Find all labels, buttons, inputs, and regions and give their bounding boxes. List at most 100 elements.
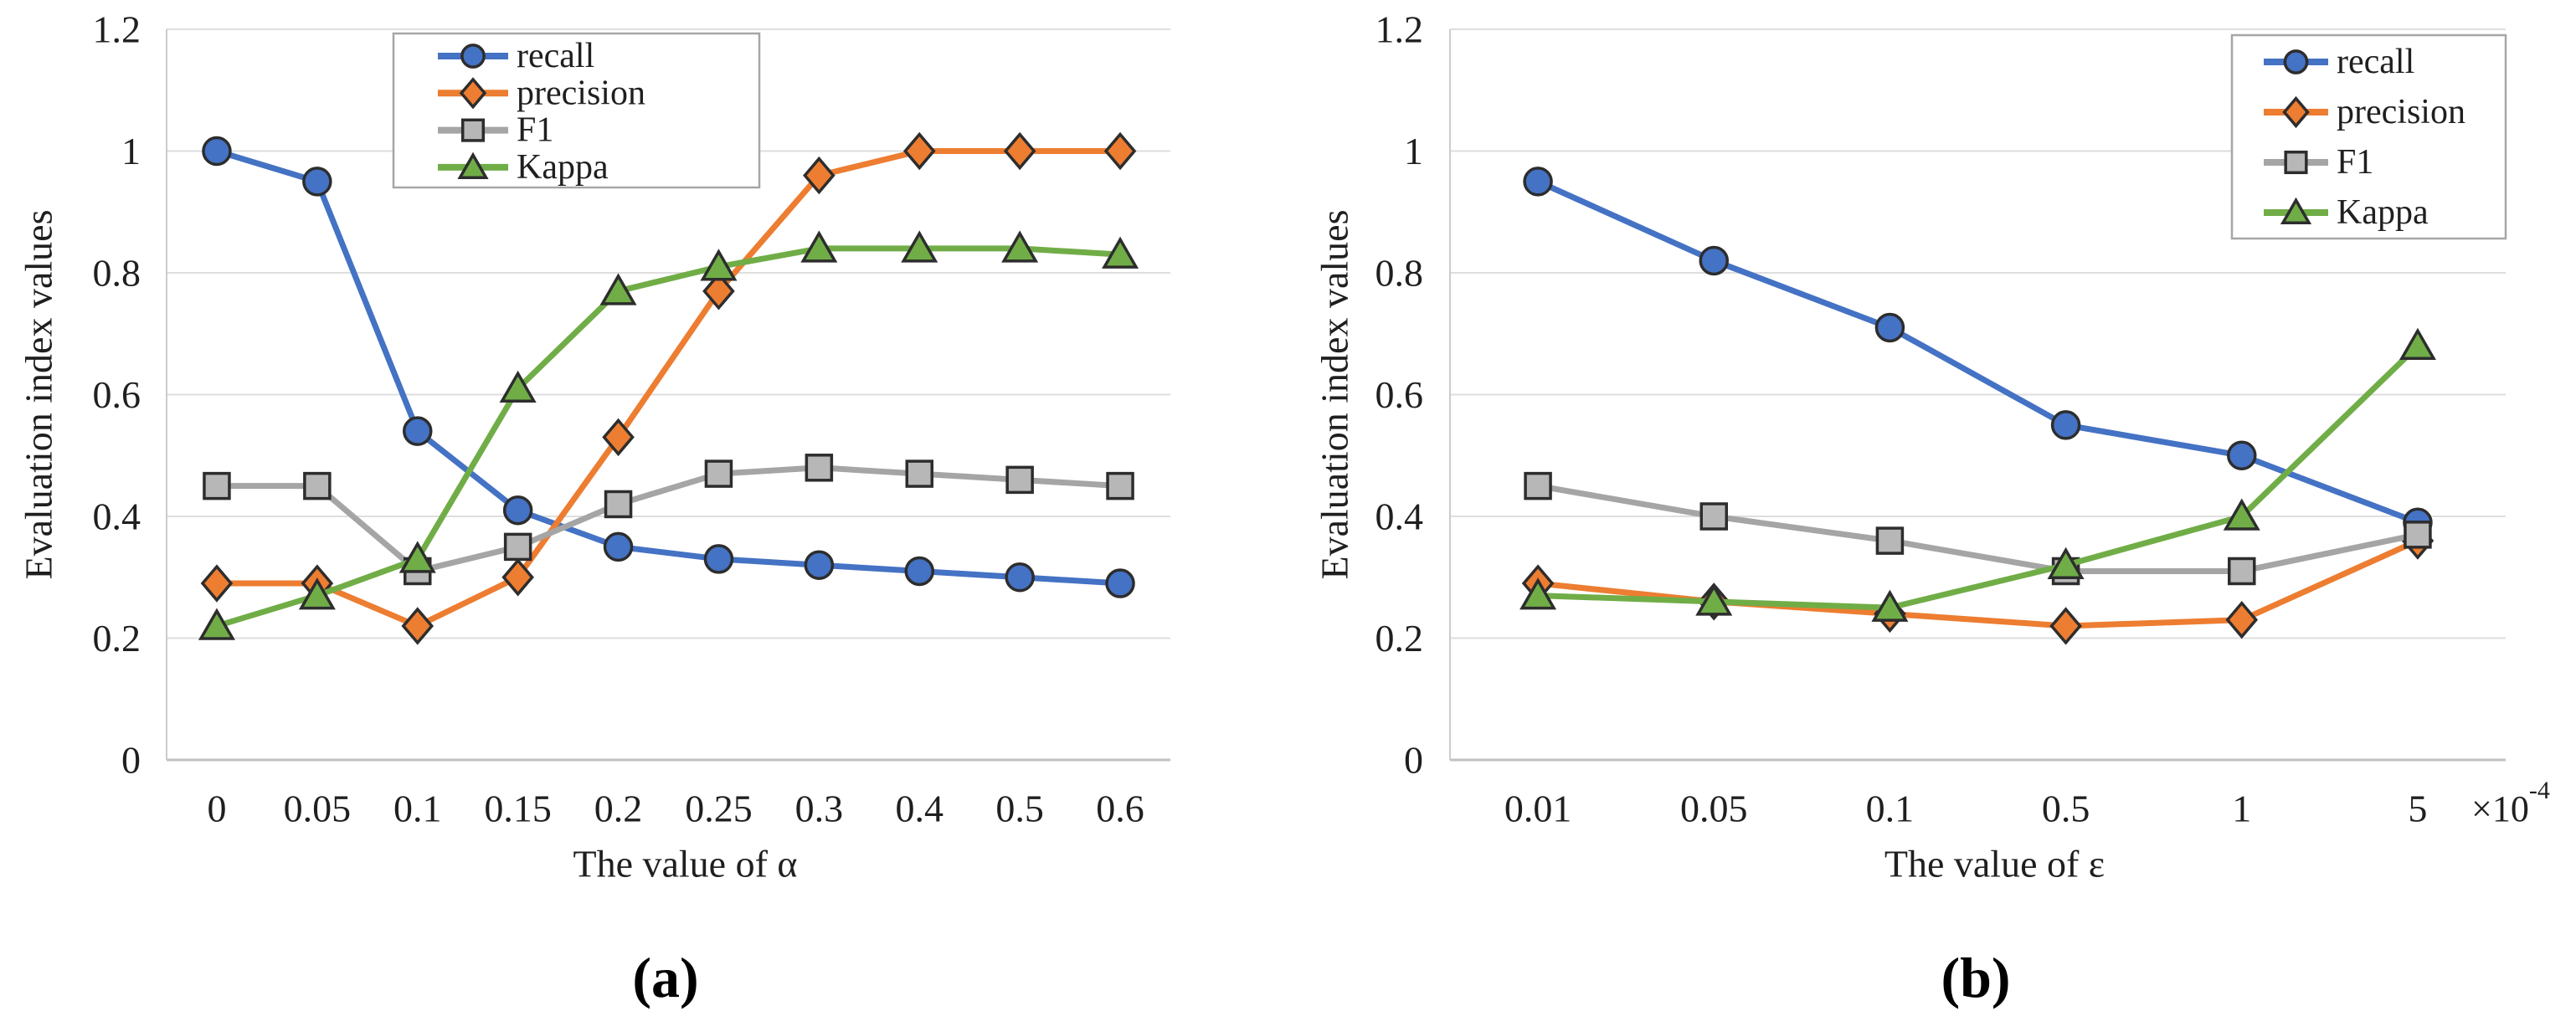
legend-label: precision	[517, 74, 645, 112]
legend-triangle-icon	[457, 151, 489, 179]
legend-label: F1	[2337, 143, 2373, 182]
x-tick-label: 0.5	[2042, 788, 2090, 830]
y-tick-label: 0	[1404, 739, 1423, 782]
series-marker-recall-5	[703, 544, 734, 574]
x-axis-title: The value of ε	[1884, 843, 2105, 885]
series-marker-kappa-5	[2399, 327, 2436, 361]
series-marker-f1-3	[503, 532, 532, 562]
x-tick-label: 0.15	[484, 788, 552, 830]
series-marker-f1-5	[704, 459, 733, 488]
series-marker-kappa-7	[901, 230, 938, 263]
series-marker-precision-4	[602, 418, 635, 457]
y-tick-label: 0.6	[1375, 373, 1424, 416]
x-tick-label: 0.4	[896, 788, 944, 830]
series-marker-f1-8	[1005, 465, 1034, 495]
series-marker-precision-0	[200, 564, 234, 603]
x-axis-title: The value of α	[573, 843, 797, 885]
y-tick-label: 0.8	[93, 252, 141, 295]
series-marker-kappa-3	[499, 370, 537, 403]
series-marker-kappa-2	[1871, 589, 1909, 622]
y-axis-title: Evaluation index values	[18, 210, 60, 580]
legend-square-icon	[460, 118, 486, 142]
series-line-precision	[216, 148, 1121, 629]
legend-label: recall	[2337, 43, 2414, 81]
series-marker-precision-6	[803, 156, 836, 195]
series-marker-recall-8	[1005, 562, 1035, 593]
series-marker-f1-1	[303, 471, 332, 500]
series-marker-f1-5	[2404, 521, 2432, 549]
x-axis-multiplier: ×10-4	[2471, 777, 2550, 829]
series-line-kappa	[1537, 343, 2420, 611]
series-marker-recall-2	[1874, 312, 1905, 343]
series-marker-recall-6	[804, 550, 835, 580]
y-tick-label: 1.2	[1375, 8, 1424, 51]
series-marker-kappa-2	[398, 541, 436, 573]
series-marker-recall-0	[202, 136, 232, 167]
series-marker-precision-2	[401, 607, 434, 645]
x-tick-label: 0.3	[795, 788, 844, 830]
series-marker-kappa-9	[1102, 236, 1139, 269]
x-tick-label: 0.2	[594, 788, 643, 830]
series-marker-recall-1	[302, 167, 332, 197]
series-marker-f1-7	[905, 459, 933, 488]
y-tick-label: 1.2	[93, 8, 141, 51]
legend-label: precision	[2337, 93, 2465, 131]
y-tick-label: 0	[121, 739, 141, 782]
y-tick-label: 0.8	[1375, 252, 1424, 295]
series-marker-recall-0	[1523, 167, 1553, 197]
series-marker-recall-4	[603, 531, 634, 562]
series-marker-kappa-1	[298, 577, 336, 610]
series-marker-f1-4	[604, 490, 633, 519]
x-tick-label: 0.01	[1504, 788, 1572, 830]
legend-label: Kappa	[517, 148, 609, 187]
x-tick-label: 0.1	[393, 788, 442, 830]
series-marker-f1-4	[2228, 557, 2256, 586]
x-tick-label: 1	[2232, 788, 2251, 830]
chart-b-line-plot: 0 0.2 0.4 0.6 0.8 1 1.2 0.01 0.05 0.1 0.5 1 5 ×10-4 Th…	[1314, 8, 2550, 1010]
subfigure-caption: (b)	[1941, 946, 2010, 1009]
series-marker-precision-4	[2225, 600, 2259, 639]
y-tick-label: 0.2	[93, 617, 141, 659]
y-tick-label: 0.2	[1375, 617, 1424, 659]
legend-circle-icon	[2283, 49, 2309, 74]
series-marker-f1-2	[1875, 526, 1905, 555]
x-tick-label: 0.6	[1096, 788, 1144, 830]
series-line-f1	[1537, 483, 2419, 574]
y-tick-label: 1	[121, 130, 141, 172]
y-tick-label: 0.6	[93, 373, 141, 416]
series-line-kappa	[215, 245, 1121, 629]
series-marker-kappa-5	[700, 249, 738, 281]
series-marker-recall-4	[2227, 440, 2257, 470]
series-marker-kappa-4	[2223, 498, 2260, 531]
y-tick-label: 0.4	[1375, 495, 1424, 538]
series-marker-recall-1	[1699, 245, 1729, 276]
series-marker-kappa-4	[599, 273, 637, 305]
y-tick-label: 0.4	[93, 495, 141, 538]
legend-triangle-icon	[2280, 197, 2312, 225]
series-marker-precision-3	[501, 558, 534, 597]
series-marker-precision-5	[702, 272, 735, 310]
x-tick-label: 0	[207, 788, 226, 830]
x-tick-label: 0.05	[284, 788, 352, 830]
legend-square-icon	[2284, 150, 2308, 175]
series-marker-recall-3	[2050, 410, 2081, 440]
series-marker-precision-9	[1103, 131, 1137, 171]
series-marker-recall-3	[502, 495, 533, 526]
series-line-f1	[216, 464, 1121, 574]
legend-label: recall	[517, 37, 594, 75]
x-tick-label: 0.05	[1680, 788, 1748, 830]
x-tick-label: 0.25	[685, 788, 753, 830]
series-line-recall	[1536, 178, 2419, 526]
legend-label: F1	[517, 111, 553, 150]
series-marker-precision-3	[2049, 607, 2082, 645]
series-marker-f1-0	[1524, 471, 1552, 500]
x-tick-label: 0.1	[1866, 788, 1915, 830]
series-marker-recall-2	[403, 416, 433, 446]
y-axis-title: Evaluation index values	[1314, 210, 1356, 580]
x-tick-label: 0.5	[995, 788, 1044, 830]
series-marker-f1-6	[805, 454, 834, 482]
series-marker-kappa-3	[2047, 547, 2085, 579]
series-marker-precision-7	[902, 131, 936, 171]
series-line-recall	[215, 148, 1121, 587]
